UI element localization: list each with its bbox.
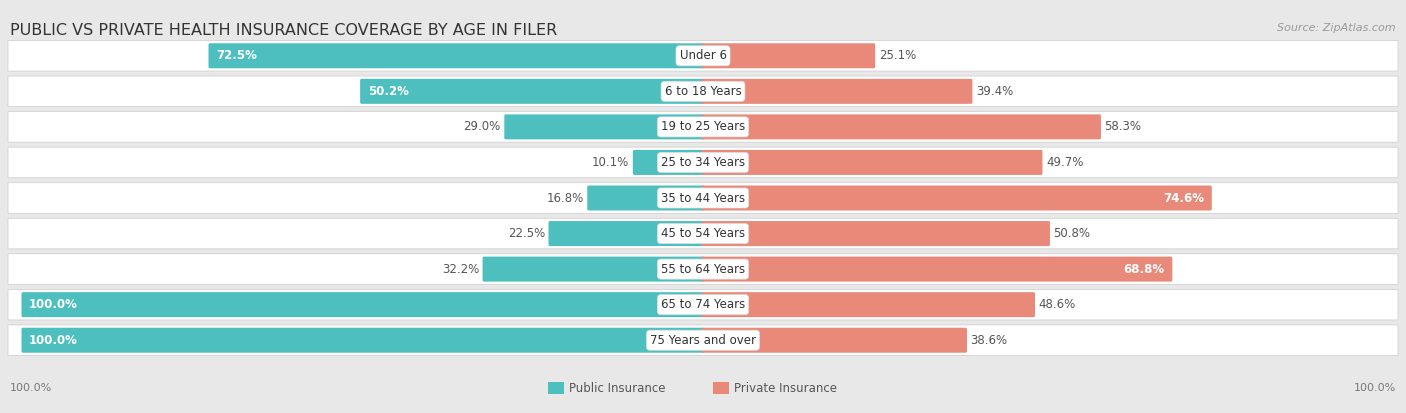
Text: 72.5%: 72.5% — [217, 49, 257, 62]
FancyBboxPatch shape — [713, 382, 728, 394]
FancyBboxPatch shape — [208, 43, 704, 68]
FancyBboxPatch shape — [548, 382, 564, 394]
Text: 49.7%: 49.7% — [1046, 156, 1084, 169]
Text: 75 Years and over: 75 Years and over — [650, 334, 756, 347]
Text: 55 to 64 Years: 55 to 64 Years — [661, 263, 745, 275]
FancyBboxPatch shape — [702, 256, 1173, 282]
FancyBboxPatch shape — [702, 79, 973, 104]
FancyBboxPatch shape — [21, 328, 704, 353]
Text: 25 to 34 Years: 25 to 34 Years — [661, 156, 745, 169]
Text: 22.5%: 22.5% — [508, 227, 546, 240]
FancyBboxPatch shape — [8, 40, 1398, 71]
Text: 68.8%: 68.8% — [1123, 263, 1164, 275]
Text: 100.0%: 100.0% — [30, 298, 77, 311]
Text: PUBLIC VS PRIVATE HEALTH INSURANCE COVERAGE BY AGE IN FILER: PUBLIC VS PRIVATE HEALTH INSURANCE COVER… — [10, 23, 557, 38]
Text: 100.0%: 100.0% — [1354, 383, 1396, 393]
Text: 74.6%: 74.6% — [1163, 192, 1205, 204]
FancyBboxPatch shape — [702, 150, 1042, 175]
FancyBboxPatch shape — [702, 292, 1035, 317]
Text: 50.8%: 50.8% — [1053, 227, 1091, 240]
Text: 58.3%: 58.3% — [1105, 120, 1142, 133]
FancyBboxPatch shape — [8, 147, 1398, 178]
FancyBboxPatch shape — [21, 292, 704, 317]
FancyBboxPatch shape — [702, 221, 1050, 246]
Text: 50.2%: 50.2% — [367, 85, 409, 98]
Text: 35 to 44 Years: 35 to 44 Years — [661, 192, 745, 204]
Text: 19 to 25 Years: 19 to 25 Years — [661, 120, 745, 133]
Text: 45 to 54 Years: 45 to 54 Years — [661, 227, 745, 240]
FancyBboxPatch shape — [8, 76, 1398, 107]
Text: 10.1%: 10.1% — [592, 156, 630, 169]
FancyBboxPatch shape — [702, 328, 967, 353]
FancyBboxPatch shape — [702, 185, 1212, 211]
FancyBboxPatch shape — [548, 221, 704, 246]
Text: 25.1%: 25.1% — [879, 49, 915, 62]
FancyBboxPatch shape — [360, 79, 704, 104]
FancyBboxPatch shape — [8, 183, 1398, 213]
Text: 100.0%: 100.0% — [30, 334, 77, 347]
FancyBboxPatch shape — [8, 325, 1398, 356]
FancyBboxPatch shape — [482, 256, 704, 282]
Text: 6 to 18 Years: 6 to 18 Years — [665, 85, 741, 98]
Text: 48.6%: 48.6% — [1039, 298, 1076, 311]
FancyBboxPatch shape — [8, 290, 1398, 320]
FancyBboxPatch shape — [8, 254, 1398, 285]
FancyBboxPatch shape — [588, 185, 704, 211]
FancyBboxPatch shape — [505, 114, 704, 140]
FancyBboxPatch shape — [8, 112, 1398, 142]
FancyBboxPatch shape — [8, 218, 1398, 249]
Text: Public Insurance: Public Insurance — [569, 382, 665, 394]
FancyBboxPatch shape — [633, 150, 704, 175]
Text: Under 6: Under 6 — [679, 49, 727, 62]
Text: 65 to 74 Years: 65 to 74 Years — [661, 298, 745, 311]
Text: 100.0%: 100.0% — [10, 383, 52, 393]
Text: Source: ZipAtlas.com: Source: ZipAtlas.com — [1278, 23, 1396, 33]
Text: 38.6%: 38.6% — [970, 334, 1008, 347]
FancyBboxPatch shape — [702, 43, 875, 68]
FancyBboxPatch shape — [702, 114, 1101, 140]
Text: Private Insurance: Private Insurance — [734, 382, 837, 394]
Text: 39.4%: 39.4% — [976, 85, 1014, 98]
Text: 32.2%: 32.2% — [441, 263, 479, 275]
Text: 16.8%: 16.8% — [547, 192, 583, 204]
Text: 29.0%: 29.0% — [464, 120, 501, 133]
